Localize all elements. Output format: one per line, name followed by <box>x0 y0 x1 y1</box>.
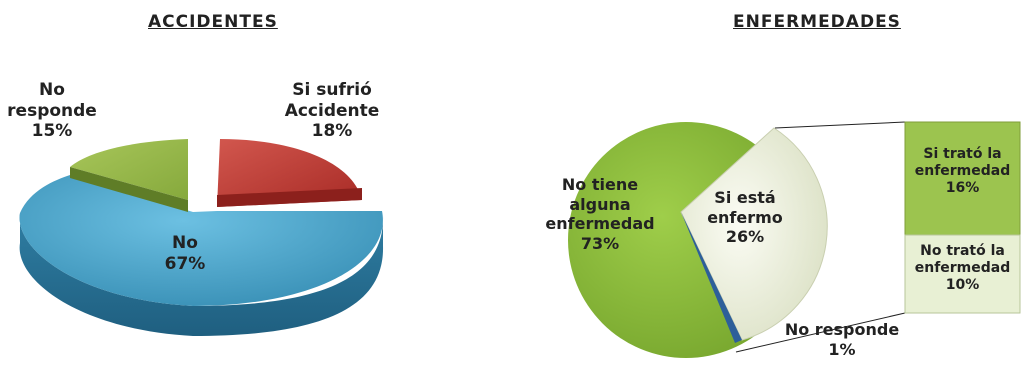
breakdown-bar <box>904 121 1021 314</box>
slice-si-esta-enfermo <box>680 127 828 341</box>
connector-top <box>774 121 906 129</box>
label-si-trato: Si trató la enfermedad 16% <box>914 146 1011 197</box>
slice-no <box>19 175 383 306</box>
bar-si-trato <box>904 121 1021 236</box>
enfermedades-pie <box>568 121 906 358</box>
label-no: No 67% <box>164 233 206 274</box>
slice-no-responde-enf <box>681 212 742 343</box>
bar-no-trato <box>904 234 1021 314</box>
slice-no-side <box>19 213 384 336</box>
chart-title-enfermedades: ENFERMEDADES <box>733 12 901 32</box>
slice-no-responde <box>70 139 188 200</box>
slice-si-sufrio-side <box>217 188 362 207</box>
label-no-tiene: No tiene alguna enfermedad 73% <box>545 175 655 253</box>
label-si-esta-enfermo: Si está enfermo 26% <box>707 188 783 247</box>
chart-title-accidentes: ACCIDENTES <box>148 12 278 32</box>
connector-bottom <box>735 312 906 353</box>
label-no-responde-enf: No responde 1% <box>784 320 900 359</box>
accidentes-pie <box>19 139 384 336</box>
label-no-responde: No responde 15% <box>7 80 97 142</box>
label-no-trato: No trató la enfermedad 10% <box>914 243 1011 294</box>
label-si-sufrio: Si sufrió Accidente 18% <box>284 80 380 142</box>
slice-no-responde-side <box>70 167 188 212</box>
